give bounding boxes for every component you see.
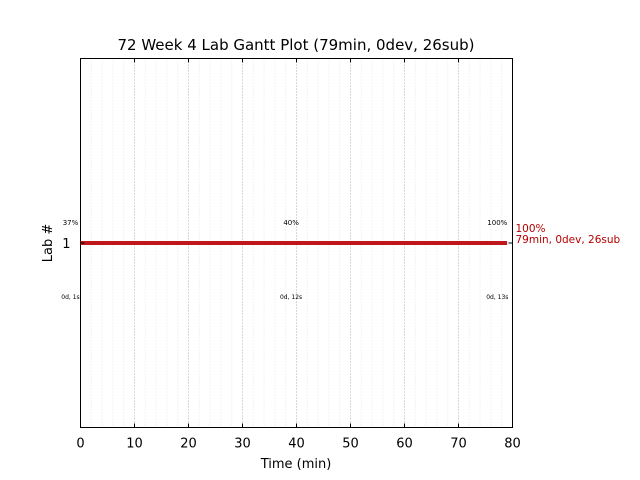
- y-axis-ticks: 1: [62, 237, 513, 252]
- x-axis-ticks: 0 10 20 30 40 50 60 70 80: [76, 58, 521, 452]
- annotation-duration: 0d, 1s: [61, 294, 79, 301]
- x-tick-label: 50: [342, 437, 359, 452]
- annotation-percent: 40%: [283, 219, 299, 227]
- x-tick-label: 70: [450, 437, 467, 452]
- chart-title: 72 Week 4 Lab Gantt Plot (79min, 0dev, 2…: [117, 36, 474, 54]
- annotation-duration: 0d, 12s: [280, 294, 302, 301]
- x-tick-label: 0: [76, 437, 84, 452]
- x-axis-label: Time (min): [260, 457, 332, 472]
- x-tick-label: 80: [504, 437, 521, 452]
- y-axis-label: Lab #: [41, 224, 56, 263]
- y-tick-label: 1: [62, 237, 70, 252]
- annotation-duration: 0d, 13s: [486, 294, 508, 301]
- x-tick-label: 20: [180, 437, 197, 452]
- annotations: 37% 0d, 1s 40% 0d, 12s 100% 0d, 13s: [61, 219, 508, 301]
- bars: 100%79min, 0dev, 26sub: [80, 223, 621, 246]
- bar-end-stats: 79min, 0dev, 26sub: [516, 234, 621, 246]
- annotation-percent: 37%: [63, 219, 79, 227]
- x-tick-label: 60: [396, 437, 413, 452]
- bar-end-percent: 100%: [516, 223, 546, 235]
- x-tick-label: 40: [288, 437, 305, 452]
- x-tick-label: 10: [126, 437, 143, 452]
- annotation-percent: 100%: [487, 219, 507, 227]
- x-tick-label: 30: [234, 437, 251, 452]
